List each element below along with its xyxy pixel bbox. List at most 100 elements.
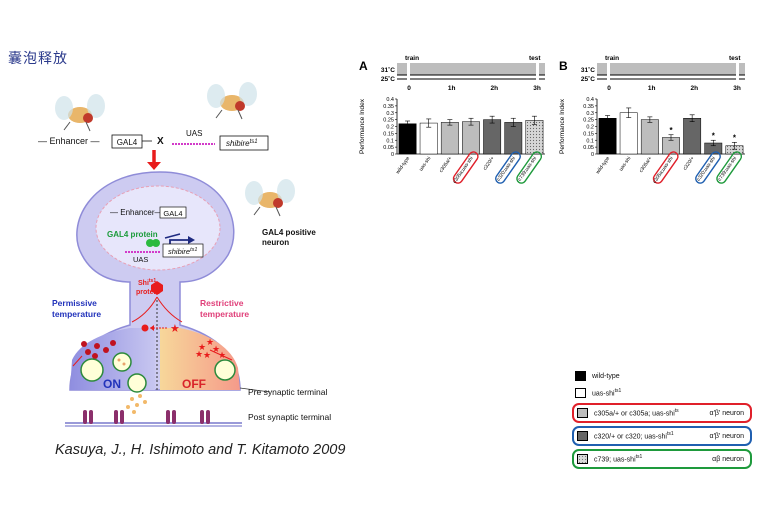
train-marker [607, 61, 610, 81]
post-synaptic-label: Post synaptic terminal [248, 412, 331, 422]
legend-swatch [575, 388, 586, 398]
x-tick-label: c305a;uas-shi [452, 156, 475, 185]
category-box [695, 151, 721, 184]
post-synaptic-receptors [83, 410, 210, 424]
citation: Kasuya, J., H. Ishimoto and T. Kitamoto … [55, 442, 346, 458]
category-box [452, 151, 479, 184]
category-box [652, 151, 679, 184]
y-tick-label: 0.15 [583, 131, 594, 137]
bar [525, 120, 544, 155]
y-tick-label: 0.1 [386, 138, 394, 144]
y-tick-label: 0.1 [586, 138, 594, 144]
temp-top-label: 31˚C [581, 66, 595, 74]
slide-title: 囊泡释放 [8, 51, 68, 67]
bar [462, 121, 480, 155]
test-label: test [529, 55, 541, 62]
legend-label: wild-type [592, 372, 620, 380]
time-tick-label: 3h [733, 85, 741, 92]
permissive-text-1: Permissive [52, 298, 97, 308]
test-label: test [729, 55, 741, 62]
time-tick-label: 1h [648, 85, 656, 92]
inner-enhancer-text: — Enhancer— [110, 208, 162, 217]
permissive-text-2: temperature [52, 309, 101, 319]
shi-protein-text-2: protein [136, 289, 160, 296]
temp-bottom-label: 25˚C [381, 75, 395, 83]
x-tick-label: wild-type [395, 156, 411, 176]
cross-symbol: X [157, 136, 164, 147]
fly-icon-left [55, 94, 105, 132]
legend-neuron: α′β′ neuron [709, 409, 744, 417]
y-tick-label: 0 [391, 152, 394, 158]
gal4-text: GAL4 [117, 138, 138, 147]
chart-legend: wild-type uas-shits1 c305a/+ or c305a; u… [572, 369, 752, 472]
y-tick-label: 0.35 [383, 104, 394, 110]
x-tick-label: c305a/+ [438, 156, 453, 174]
x-tick-label: c320/+ [682, 156, 696, 172]
category-box [516, 151, 543, 184]
y-tick-label: 0.15 [383, 131, 394, 137]
x-tick-label: wild-type [595, 156, 611, 176]
y-tick-label: 0.4 [386, 97, 394, 103]
y-tick-label: 0.2 [386, 125, 394, 131]
x-tick-label: c305a;uas-shi [652, 156, 675, 185]
pre-synaptic-label: Pre synaptic terminal [248, 387, 327, 397]
y-tick-label: 0.05 [383, 145, 394, 151]
bar [640, 119, 659, 155]
legend-item-wild-type: wild-type [572, 369, 752, 383]
bar [398, 123, 417, 155]
timeline-bar [397, 63, 545, 75]
svg-text:★: ★ [170, 323, 180, 335]
category-box [495, 151, 521, 184]
legend-item-c739: c739; uas-shits1 αβ neuron [572, 449, 752, 469]
inner-uas-text: UAS [133, 255, 148, 264]
shi-protein-hexagon [151, 281, 163, 295]
significance-mark: * [712, 131, 716, 140]
bar [419, 122, 438, 155]
time-tick-label: 0 [607, 85, 611, 92]
svg-text:Shits1: Shits1 [138, 278, 156, 287]
legend-item-uas-shi: uas-shits1 [572, 386, 752, 400]
bar [483, 119, 502, 155]
y-tick-label: 0.25 [383, 118, 394, 124]
y-tick-label: 0.25 [583, 118, 594, 124]
y-tick-label: 0.3 [586, 111, 594, 117]
x-tick-label: uas-shi [618, 156, 632, 173]
y-tick-label: 0 [591, 152, 594, 158]
legend-item-c305a: c305a/+ or c305a; uas-shits α′β′ neuron [572, 403, 752, 423]
off-label: OFF [182, 377, 206, 391]
legend-label: c739; uas-shits1 [594, 454, 643, 464]
shibire-box [219, 135, 269, 151]
train-label: train [605, 55, 619, 62]
restrictive-text-1: Restrictive [200, 298, 244, 308]
shi-protein-text: Shi [138, 280, 149, 287]
time-tick-label: 2h [491, 85, 499, 92]
y-tick-label: 0.2 [586, 125, 594, 131]
legend-swatch [577, 454, 588, 464]
time-tick-label: 3h [533, 85, 541, 92]
legend-swatch [575, 371, 586, 381]
gal4-box [111, 134, 143, 149]
bar [683, 118, 702, 155]
y-tick-label: 0.35 [583, 104, 594, 110]
gal4-protein-text: GAL4 protein [107, 230, 158, 239]
svg-text:★: ★ [203, 350, 211, 360]
panel-letter: B [559, 59, 568, 73]
enhancer-text: — Enhancer — [38, 136, 100, 146]
bar [619, 112, 638, 155]
svg-text:shibirets1: shibirets1 [226, 139, 258, 148]
y-tick-label: 0.05 [583, 145, 594, 151]
on-label: ON [103, 377, 121, 391]
uas-text: UAS [186, 129, 202, 138]
legend-item-c320: c320/+ or c320; uas-shits1 α′β′ neuron [572, 426, 752, 446]
gal4-positive-label-2: neuron [262, 238, 289, 247]
restrictive-text-2: temperature [200, 309, 249, 319]
fly-icon-right [207, 82, 257, 120]
bar [598, 118, 617, 155]
test-marker [736, 61, 739, 81]
bar [440, 122, 459, 155]
x-tick-label: uas-shi [418, 156, 432, 173]
legend-neuron: αβ neuron [712, 455, 744, 463]
time-tick-label: 2h [691, 85, 699, 92]
inner-shibire-text: shibire [168, 247, 190, 256]
